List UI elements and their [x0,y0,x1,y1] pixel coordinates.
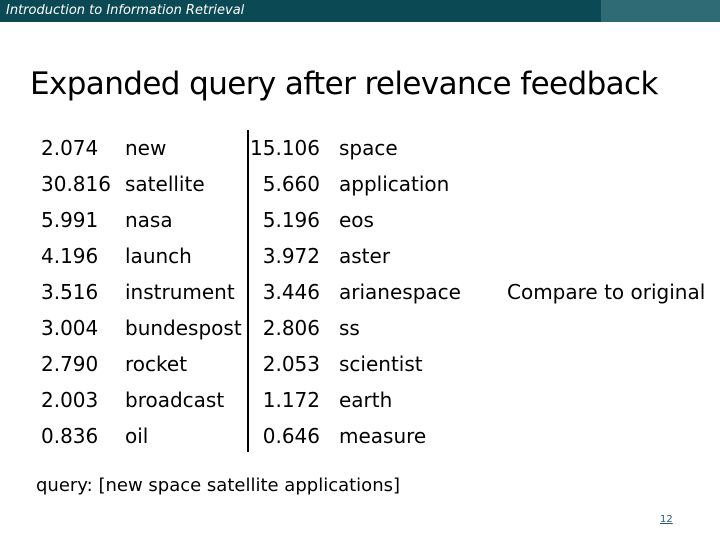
right-weight: 2.806 [262,316,320,340]
right-weight: 15.106 [250,136,320,160]
header-bar [0,0,720,22]
left-term: satellite [125,172,205,196]
page-number: 12 [660,514,673,525]
left-term: bundespost [125,316,242,340]
left-term: broadcast [125,388,225,412]
right-weight: 5.660 [262,172,320,196]
query-text: query: [new space satellite applications… [36,475,400,496]
right-weight: 5.196 [262,208,320,232]
left-term: instrument [125,280,235,304]
right-term: arianespace [339,280,461,304]
left-weight: 0.836 [41,424,99,448]
course-title: Introduction to Information Retrieval [6,3,245,18]
left-term: nasa [125,208,173,232]
right-term: ss [339,316,360,340]
slide-title: Expanded query after relevance feedback [30,66,658,102]
right-term: earth [339,388,393,412]
right-weight: 1.172 [262,388,320,412]
left-weight: 2.790 [41,352,99,376]
left-weight: 2.003 [41,388,99,412]
right-term: application [339,172,450,196]
left-term: new [125,136,167,160]
right-term: scientist [339,352,423,376]
left-term: launch [125,244,192,268]
right-term: aster [339,244,391,268]
left-weight: 3.004 [41,316,99,340]
left-term: rocket [125,352,188,376]
compare-note: Compare to original [507,280,706,304]
right-weight: 3.446 [262,280,320,304]
right-term: eos [339,208,374,232]
header-accent [601,0,720,22]
right-weight: 3.972 [262,244,320,268]
right-weight: 0.646 [262,424,320,448]
left-weight: 5.991 [41,208,99,232]
right-weight: 2.053 [262,352,320,376]
left-term: oil [125,424,149,448]
column-divider [247,130,249,452]
left-weight: 3.516 [41,280,99,304]
right-term: measure [339,424,427,448]
left-weight: 4.196 [41,244,99,268]
left-weight: 2.074 [41,136,99,160]
left-weight: 30.816 [41,172,111,196]
right-term: space [339,136,398,160]
